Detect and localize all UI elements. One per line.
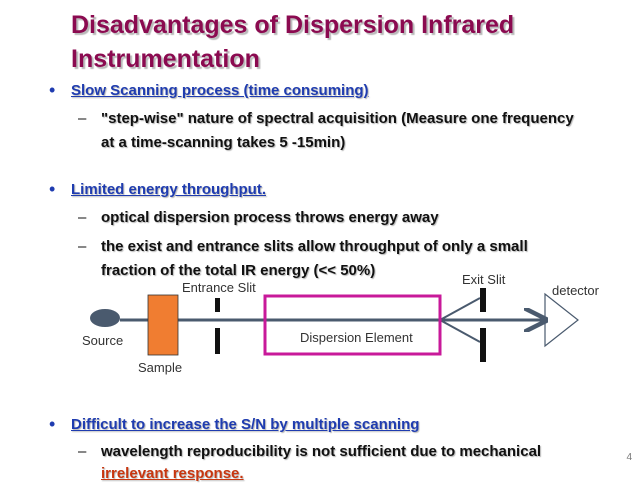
dispersed-ray-upper xyxy=(439,297,481,321)
detector-shape xyxy=(544,292,579,348)
exit-slit-bottom xyxy=(480,328,486,362)
bullet-marker: • xyxy=(49,179,56,199)
sub-bullet-wavelength: wavelength reproducibility is not suffic… xyxy=(101,443,542,460)
source-label: Source xyxy=(82,333,124,348)
slide-title: Disadvantages of Dispersion Infrared Ins… xyxy=(71,11,515,73)
exit-slit-label: Exit Slit xyxy=(462,272,506,287)
entrance-slit-top xyxy=(215,298,220,312)
bullet-slow-scanning: Slow Scanning process (time consuming) xyxy=(71,82,369,99)
sub-bullet-slits-throughput: the exist and entrance slits allow throu… xyxy=(101,238,528,279)
sub-bullet-stepwise: "step-wise" nature of spectral acquisiti… xyxy=(101,110,574,151)
dispersion-element-label: Dispersion Element xyxy=(300,330,413,345)
entrance-slit-bottom xyxy=(215,328,220,354)
sub-bullet-marker: – xyxy=(78,443,87,460)
sample-label: Sample xyxy=(138,360,183,375)
sample-cell xyxy=(147,294,179,356)
sub-bullet-marker: – xyxy=(78,209,87,226)
sub-bullet-marker: – xyxy=(78,110,87,127)
bullet-marker: • xyxy=(49,80,56,100)
dispersed-ray-lower xyxy=(439,319,481,343)
dispersion-element-box xyxy=(263,294,442,356)
detector-label: detector xyxy=(552,283,599,298)
bullet-limited-energy: Limited energy throughput. xyxy=(71,181,266,198)
source-lamp xyxy=(90,309,120,327)
page-number: 4 xyxy=(626,452,632,463)
entrance-slit-label: Entrance Slit xyxy=(182,280,256,295)
bullet-marker: • xyxy=(49,414,56,434)
exit-slit-top xyxy=(480,288,486,312)
bullet-difficult-sn: Difficult to increase the S/N by multipl… xyxy=(71,416,420,433)
sub-bullet-wavelength-cont: irrelevant response. xyxy=(101,465,244,482)
sub-bullet-optical-dispersion: optical dispersion process throws energy… xyxy=(101,209,439,226)
sub-bullet-marker: – xyxy=(78,238,87,255)
